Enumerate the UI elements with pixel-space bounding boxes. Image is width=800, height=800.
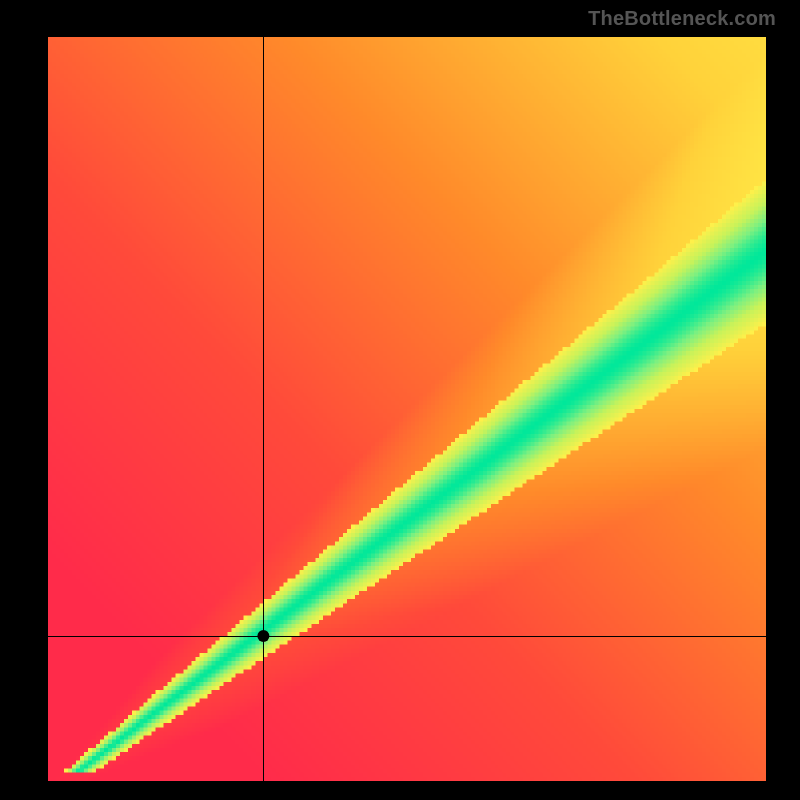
attribution-label: TheBottleneck.com xyxy=(588,8,776,31)
crosshair-overlay xyxy=(48,37,766,781)
chart-container: TheBottleneck.com xyxy=(0,0,800,800)
